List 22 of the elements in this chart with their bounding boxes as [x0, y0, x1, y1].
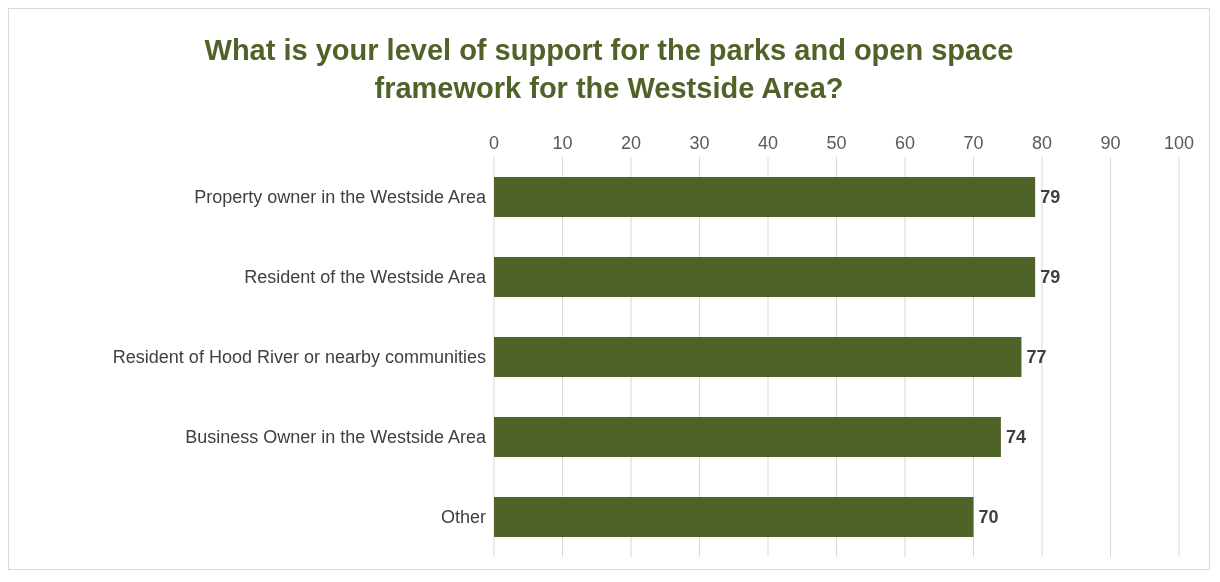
- x-tick-label: 0: [488, 133, 500, 153]
- x-tick-label: 90: [1100, 133, 1121, 153]
- x-tick-label: 80: [1031, 133, 1053, 153]
- x-tick-label: 60: [894, 133, 916, 153]
- data-label: 70: [978, 507, 999, 528]
- y-tick-label: Resident of the Westside Area: [244, 267, 487, 288]
- x-tick-label: 20: [620, 133, 642, 153]
- x-tick-label: 50: [826, 133, 847, 153]
- data-label: 79: [1040, 187, 1061, 208]
- x-tick-label: 10: [552, 133, 573, 153]
- y-tick-label: Property owner in the Westside Area: [194, 187, 487, 208]
- x-tick-label: 30: [689, 133, 710, 153]
- x-tick-label: 100: [1163, 133, 1195, 153]
- x-tick-label: 40: [757, 133, 779, 153]
- x-tick-label: 70: [963, 133, 984, 153]
- chart-title: What is your level of support for the parks and open space framework for the Westside Area?: [203, 33, 1015, 106]
- y-tick-label: Other: [440, 507, 486, 528]
- data-label: 79: [1040, 267, 1061, 288]
- data-label: 74: [1005, 427, 1026, 448]
- y-tick-label: Resident of Hood River or nearby communities: [112, 347, 486, 368]
- y-tick-label: Business Owner in the Westside Area: [185, 427, 487, 448]
- data-label: 77: [1026, 347, 1047, 368]
